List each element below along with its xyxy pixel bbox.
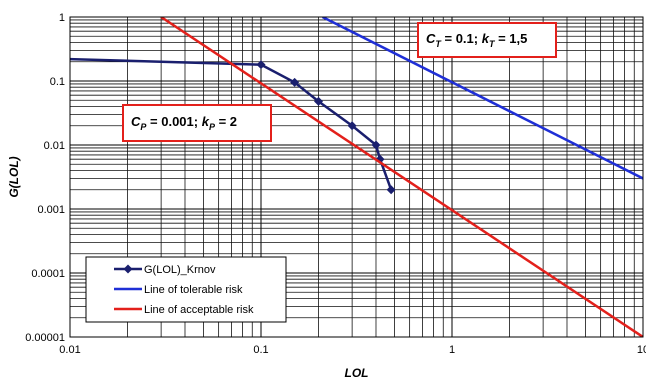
y-tick-label: 1	[59, 12, 65, 24]
svg-text:CT = 0.1; kT = 1,5: CT = 0.1; kT = 1,5	[426, 31, 527, 49]
x-tick-label: 0.01	[59, 344, 80, 356]
y-axis-title: G(LOL)	[7, 156, 21, 197]
tick-labels: 0.01 0.1 1 10 1 0.1 0.01 0.001 0.0001 0.00001	[25, 12, 646, 356]
data-point	[313, 96, 323, 106]
plot-frame	[69, 16, 644, 338]
data-point	[290, 77, 300, 87]
x-tick-label: 10	[637, 344, 646, 356]
data-point	[347, 121, 357, 131]
svg-text:CP = 0.001; kP = 2: CP = 0.001; kP = 2	[131, 114, 237, 132]
y-tick-label: 0.00001	[25, 332, 65, 344]
series-line-3	[160, 17, 643, 337]
annotation-tolerable-params: CT = 0.1; kT = 1,5	[417, 22, 557, 58]
legend: G(LOL)_Krnov Line of tolerable risk Line o…	[85, 256, 287, 323]
series-line-2	[321, 17, 643, 180]
legend-label: Line of acceptable risk	[144, 304, 254, 316]
grid	[69, 17, 643, 338]
x-axis-title: LOL	[345, 366, 369, 380]
data-point	[371, 140, 381, 150]
data-point	[386, 185, 396, 195]
legend-label: Line of tolerable risk	[144, 284, 243, 296]
y-tick-label: 0.0001	[31, 268, 65, 280]
y-tick-label: 0.001	[37, 204, 65, 216]
legend-label: G(LOL)_Krnov	[144, 264, 216, 276]
series-layer	[70, 17, 643, 337]
x-tick-label: 1	[449, 344, 455, 356]
annotation-acceptable-params: CP = 0.001; kP = 2	[122, 104, 272, 142]
data-point	[256, 60, 266, 70]
y-tick-label: 0.1	[50, 76, 65, 88]
x-tick-label: 0.1	[253, 344, 268, 356]
y-tick-label: 0.01	[44, 140, 65, 152]
legend-marker	[123, 264, 133, 274]
